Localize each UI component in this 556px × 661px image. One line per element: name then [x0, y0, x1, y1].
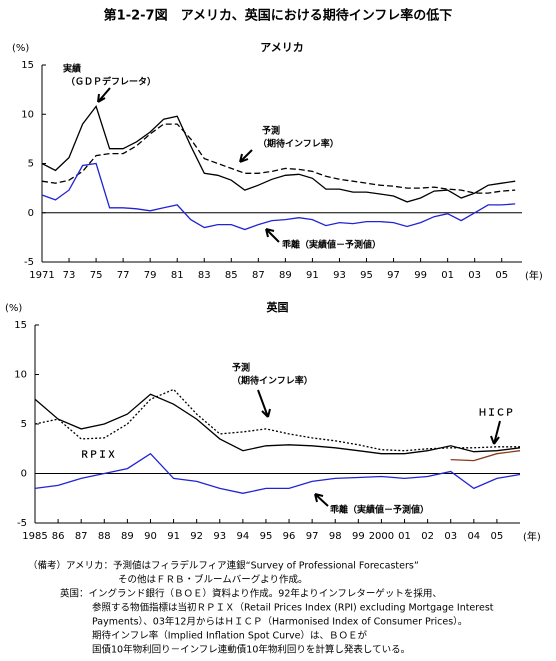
annotation: 予測	[262, 125, 280, 137]
annotation: （ＧＤＰデフレータ）	[66, 76, 156, 88]
panel-title: アメリカ	[260, 41, 303, 54]
x-tick-label: 95	[260, 531, 273, 542]
x-axis-label: (年)	[525, 269, 543, 282]
annotation: 実績	[63, 63, 81, 75]
x-axis-label: (年)	[523, 530, 541, 543]
x-tick-label: 87	[252, 270, 265, 281]
x-tick-label: 97	[306, 531, 319, 542]
x-tick-label: 97	[387, 270, 400, 281]
x-tick-label: 92	[190, 531, 203, 542]
arrow	[239, 149, 253, 163]
annotation: ＨＩＣＰ	[478, 408, 514, 419]
y-tick-label: 15	[21, 60, 34, 71]
series-line	[41, 162, 516, 231]
x-tick-label: 87	[75, 531, 88, 542]
x-tick-label: 79	[144, 270, 157, 281]
series-line	[41, 123, 516, 194]
x-tick-label: 91	[306, 270, 319, 281]
x-tick-label: 83	[198, 270, 211, 281]
annotation: ＲＰＩＸ	[80, 450, 116, 461]
note: 期待インフレ率（Implied Inflation Spot Curve）は、Ｂ…	[92, 630, 367, 642]
x-tick-label: 2000	[369, 531, 394, 542]
series-line	[34, 393, 521, 455]
x-tick-label: 1971	[29, 270, 54, 281]
x-tick-label: 93	[333, 270, 346, 281]
arrow	[97, 87, 111, 103]
x-tick-label: 01	[441, 270, 454, 281]
x-tick-label: 85	[225, 270, 238, 281]
y-tick-label: 0	[28, 208, 34, 219]
annotation: 乖離（実績値－予測値）	[282, 239, 381, 251]
arrow	[490, 420, 501, 445]
y-tick-label: 0	[21, 469, 27, 480]
x-tick-label: 02	[421, 531, 434, 542]
y-tick-label: -5	[24, 257, 34, 268]
x-tick-label: 89	[121, 531, 134, 542]
panel-title: 英国	[266, 300, 289, 314]
x-tick-label: 93	[213, 531, 226, 542]
x-tick-label: 77	[117, 270, 130, 281]
x-tick-label: 81	[171, 270, 184, 281]
note: その他はＦＲＢ・ブルームバーグより作成。	[118, 574, 308, 586]
x-tick-label: 73	[63, 270, 76, 281]
x-tick-label: 98	[329, 531, 342, 542]
x-tick-label: 04	[467, 531, 480, 542]
series-line	[34, 452, 521, 494]
x-tick-label: 05	[495, 270, 508, 281]
y-tick-label: 5	[21, 419, 27, 430]
y-tick-label: 15	[14, 320, 27, 331]
note: 参照する物価指標は当初ＲＰＩＸ（Retail Prices Index (RPI…	[92, 602, 494, 614]
note: 英国：イングランド銀行（ＢＯＥ）資料より作成。92年よりインフレターゲットを採用…	[60, 588, 442, 600]
annotation: 予測	[232, 362, 250, 374]
x-tick-label: 91	[167, 531, 180, 542]
y-axis-label: (%)	[12, 43, 29, 54]
x-tick-label: 89	[279, 270, 292, 281]
x-tick-label: 03	[468, 270, 481, 281]
note: 国債10年物利回り－インフレ連動債10年物利回りを計算し発表している。	[92, 644, 410, 656]
x-tick-label: 05	[491, 531, 504, 542]
y-axis-label: (%)	[5, 303, 22, 314]
x-tick-label: 01	[398, 531, 411, 542]
annotation: （期待インフレ率）	[258, 138, 339, 150]
x-tick-label: 1985	[22, 531, 47, 542]
x-tick-label: 99	[414, 270, 427, 281]
arrow	[257, 389, 271, 418]
y-tick-label: 10	[21, 109, 34, 120]
annotation: （期待インフレ率）	[232, 375, 313, 387]
x-tick-label: 86	[52, 531, 65, 542]
x-tick-label: 90	[144, 531, 157, 542]
x-tick-label: 94	[236, 531, 249, 542]
arrow	[265, 228, 280, 243]
x-tick-label: 88	[98, 531, 111, 542]
y-tick-label: -5	[17, 518, 27, 529]
x-tick-label: 03	[444, 531, 457, 542]
y-tick-label: 5	[28, 159, 34, 170]
note: Payments）、03年12月からはＨＩＣＰ（Harmonised Index…	[92, 616, 467, 628]
x-tick-label: 75	[90, 270, 103, 281]
x-tick-label: 99	[352, 531, 365, 542]
series-line	[41, 105, 516, 203]
arrow	[314, 493, 329, 507]
annotation: 乖離（実績値－予測値）	[330, 504, 429, 516]
series-line	[34, 388, 520, 452]
y-tick-label: 10	[14, 370, 27, 381]
x-tick-label: 96	[283, 531, 296, 542]
x-tick-label: 95	[360, 270, 373, 281]
series-line	[450, 450, 521, 462]
page-title: 第1-2-7図 アメリカ、英国における期待インフレ率の低下	[104, 8, 453, 24]
note: （備考）アメリカ：予測値はフィラデルフィア連銀“Survey of Profes…	[28, 560, 419, 572]
